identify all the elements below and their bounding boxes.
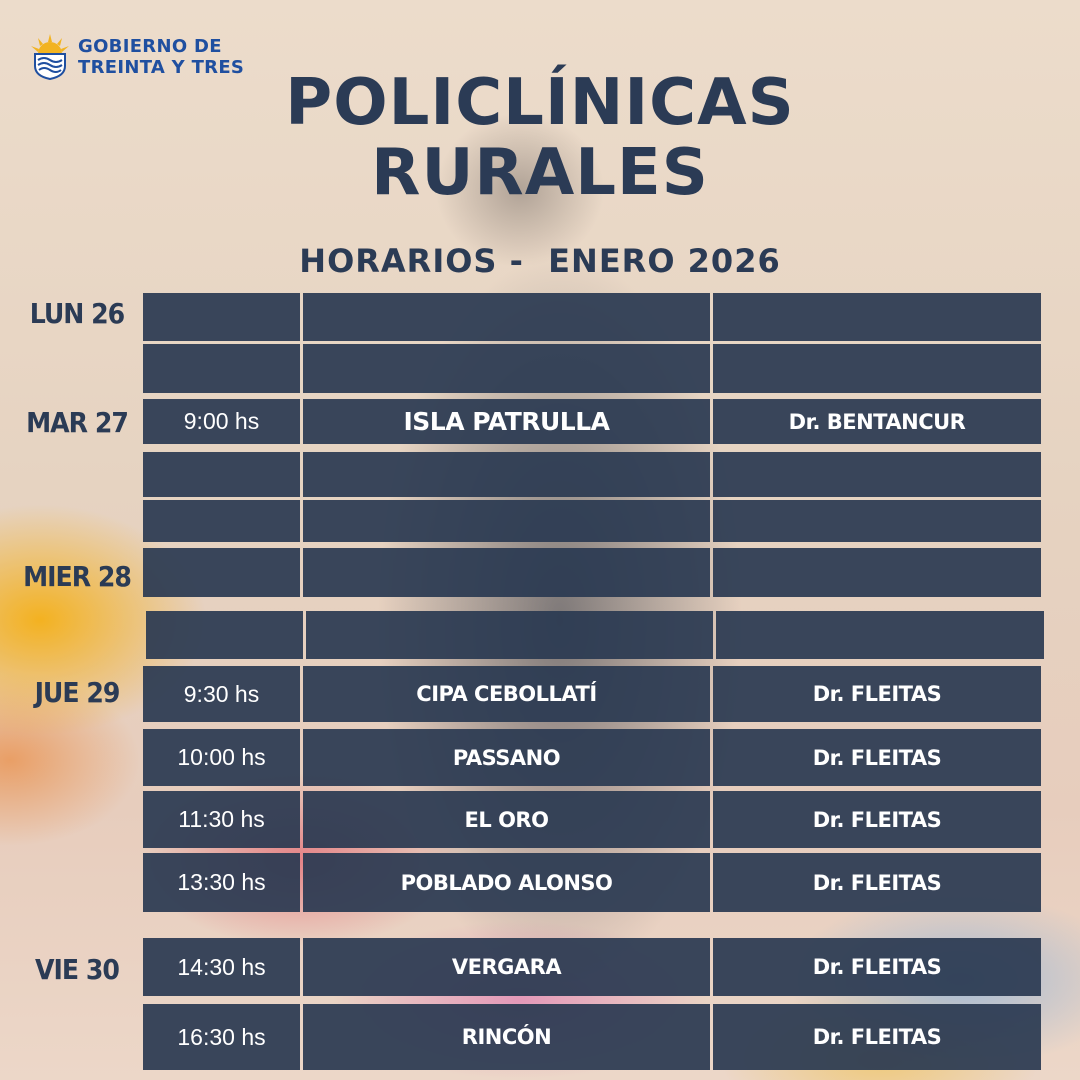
schedule-row: 9:00 hs ISLA PATRULLA Dr. BENTANCUR: [143, 399, 1041, 444]
day-label-mar: MAR 27: [26, 406, 129, 439]
place-cell: RINCÓN: [303, 1004, 710, 1070]
title-line-2: RURALES: [371, 136, 709, 210]
schedule-row: 9:30 hs CIPA CEBOLLATÍ Dr. FLEITAS: [143, 666, 1041, 722]
doctor-cell: [713, 293, 1041, 341]
doctor-cell: Dr. BENTANCUR: [713, 399, 1041, 444]
title-line-1: POLICLÍNICAS: [285, 66, 795, 140]
doctor-cell: [713, 344, 1041, 393]
time-cell: [143, 500, 300, 542]
brand-line-1: GOBIERNO DE: [78, 36, 222, 57]
doctor-cell: [713, 500, 1041, 542]
place-cell: EL ORO: [303, 791, 710, 848]
page-title: POLICLÍNICAS RURALES: [0, 68, 1080, 208]
place-cell: [303, 344, 710, 393]
doctor-cell: Dr. FLEITAS: [713, 938, 1041, 996]
doctor-cell: Dr. FLEITAS: [713, 666, 1041, 722]
schedule-row: [143, 548, 1041, 597]
place-cell: PASSANO: [303, 729, 710, 786]
time-cell: 13:30 hs: [143, 853, 300, 912]
schedule-row: 11:30 hs EL ORO Dr. FLEITAS: [143, 791, 1041, 848]
time-cell: [143, 293, 300, 341]
place-cell: [303, 548, 710, 597]
time-cell: [143, 452, 300, 497]
schedule-row: [146, 611, 1044, 659]
place-cell: CIPA CEBOLLATÍ: [303, 666, 710, 722]
place-cell: [306, 611, 713, 659]
time-cell: 11:30 hs: [143, 791, 300, 848]
time-cell: [146, 611, 303, 659]
time-cell: 16:30 hs: [143, 1004, 300, 1070]
doctor-cell: Dr. FLEITAS: [713, 1004, 1041, 1070]
day-label-lun: LUN 26: [29, 297, 125, 330]
time-cell: 9:30 hs: [143, 666, 300, 722]
time-cell: 14:30 hs: [143, 938, 300, 996]
page-subtitle: HORARIOS - ENERO 2026: [299, 242, 781, 280]
place-cell: [303, 452, 710, 497]
day-label-vie: VIE 30: [35, 953, 120, 986]
doctor-cell: Dr. FLEITAS: [713, 729, 1041, 786]
schedule-row: [143, 500, 1041, 542]
place-cell: [303, 500, 710, 542]
schedule-row: [143, 344, 1041, 393]
place-cell: VERGARA: [303, 938, 710, 996]
time-cell: [143, 344, 300, 393]
schedule-row: [143, 293, 1041, 341]
time-cell: [143, 548, 300, 597]
place-cell: [303, 293, 710, 341]
schedule-row: 10:00 hs PASSANO Dr. FLEITAS: [143, 729, 1041, 786]
schedule-row: [143, 452, 1041, 497]
doctor-cell: Dr. FLEITAS: [713, 853, 1041, 912]
day-label-jue: JUE 29: [34, 676, 121, 709]
doctor-cell: Dr. FLEITAS: [713, 791, 1041, 848]
day-label-mier: MIER 28: [23, 560, 132, 593]
doctor-cell: [713, 452, 1041, 497]
place-cell: ISLA PATRULLA: [303, 399, 710, 444]
government-logo: GOBIERNO DE TREINTA Y TRES: [30, 34, 244, 80]
schedule-row: 13:30 hs POBLADO ALONSO Dr. FLEITAS: [143, 853, 1041, 912]
schedule-row: 14:30 hs VERGARA Dr. FLEITAS: [143, 938, 1041, 996]
doctor-cell: [713, 548, 1041, 597]
doctor-cell: [716, 611, 1044, 659]
time-cell: 10:00 hs: [143, 729, 300, 786]
place-cell: POBLADO ALONSO: [303, 853, 710, 912]
brand-line-2: TREINTA Y TRES: [78, 57, 245, 78]
schedule-row: 16:30 hs RINCÓN Dr. FLEITAS: [143, 1004, 1041, 1070]
sun-shield-emblem-icon: [31, 34, 69, 80]
time-cell: 9:00 hs: [143, 399, 300, 444]
